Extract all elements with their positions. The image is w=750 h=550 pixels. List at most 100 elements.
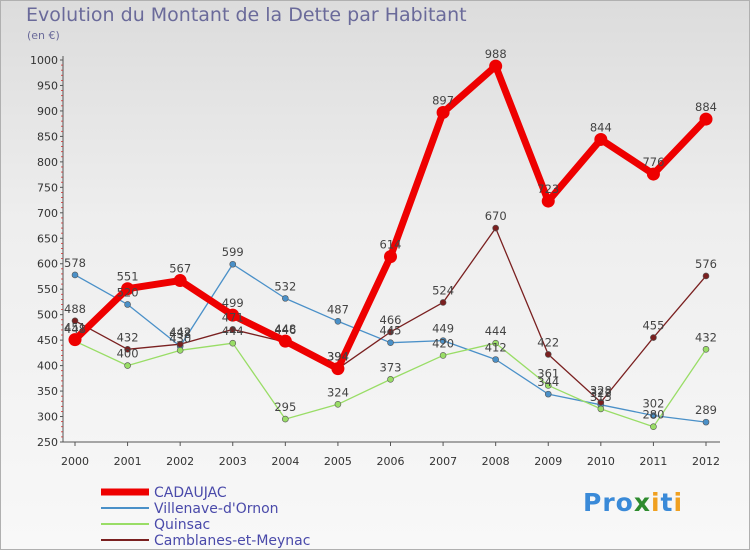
data-label: 988 (485, 47, 507, 61)
legend-label: Quinsac (154, 517, 210, 533)
data-point-2 (387, 376, 394, 383)
x-tick-label: 2008 (482, 455, 510, 468)
data-label: 361 (537, 366, 559, 380)
data-point-0 (331, 362, 345, 376)
x-tick-label: 2002 (166, 455, 194, 468)
data-point-1 (544, 390, 552, 398)
legend: CADAUJACVillenave-d'OrnonQuinsacCamblane… (101, 485, 310, 549)
data-point-3 (650, 334, 657, 341)
y-tick-label: 1000 (30, 54, 58, 67)
y-tick-label: 650 (37, 232, 58, 245)
data-label: 884 (695, 100, 717, 114)
data-point-1 (650, 412, 657, 419)
y-tick-label: 950 (37, 79, 58, 92)
data-point-3 (597, 398, 605, 406)
data-label: 323 (590, 386, 612, 400)
data-label: 466 (380, 313, 402, 327)
data-point-2 (439, 352, 447, 359)
data-label: 448 (64, 322, 86, 336)
x-tick-label: 2004 (271, 455, 299, 468)
data-point-3 (439, 299, 447, 306)
data-point-0 (436, 105, 450, 119)
data-point-0 (541, 194, 555, 208)
data-point-2 (176, 347, 184, 354)
x-tick-label: 2006 (377, 455, 405, 468)
data-point-0 (699, 112, 713, 126)
legend-label: Camblanes-et-Meynac (154, 533, 310, 549)
data-label: 430 (169, 331, 191, 345)
x-tick-label: 2009 (534, 455, 562, 468)
y-tick-label: 250 (37, 436, 58, 449)
x-tick-label: 2001 (114, 455, 142, 468)
x-tick-label: 2010 (587, 455, 615, 468)
data-label: 394 (327, 350, 349, 364)
data-point-1 (492, 356, 499, 363)
data-label: 446 (274, 323, 296, 337)
y-tick-label: 600 (37, 258, 58, 271)
data-point-0 (594, 132, 608, 146)
data-label: 576 (695, 257, 717, 271)
y-tick-label: 750 (37, 181, 58, 194)
data-point-1 (387, 339, 394, 346)
data-label: 280 (642, 408, 664, 422)
data-point-0 (68, 333, 82, 347)
chart-unit: (en €) (27, 29, 60, 42)
data-label: 614 (380, 238, 402, 252)
x-tick-label: 2003 (219, 455, 247, 468)
data-point-1 (229, 260, 237, 268)
data-point-1 (282, 295, 289, 302)
data-label: 488 (64, 302, 86, 316)
data-point-1 (124, 301, 131, 308)
data-label: 499 (222, 296, 244, 310)
data-label: 448 (274, 322, 296, 336)
data-label: 315 (590, 390, 612, 404)
x-tick-label: 2000 (61, 455, 89, 468)
data-point-2 (124, 362, 131, 369)
data-point-2 (492, 339, 499, 347)
y-tick-label: 900 (37, 105, 58, 118)
data-point-0 (489, 59, 503, 73)
data-point-2 (544, 382, 552, 389)
data-label: 451 (64, 321, 86, 335)
data-label: 524 (432, 283, 454, 297)
x-tick-label: 2012 (692, 455, 720, 468)
data-point-2 (702, 346, 710, 353)
x-tick-label: 2005 (324, 455, 352, 468)
data-point-0 (173, 274, 187, 288)
legend-label: CADAUJAC (154, 485, 227, 501)
data-label: 897 (432, 93, 454, 107)
chart-title: Evolution du Montant de la Dette par Hab… (26, 4, 467, 26)
x-tick-label: 2007 (429, 455, 457, 468)
data-label: 532 (274, 279, 296, 293)
data-label: 471 (222, 310, 244, 324)
data-label: 776 (642, 155, 664, 169)
data-point-0 (646, 167, 660, 181)
data-label: 449 (432, 322, 454, 336)
data-point-2 (597, 405, 605, 413)
series-lines (68, 59, 713, 431)
data-point-3 (492, 224, 499, 232)
data-label: 844 (590, 120, 612, 134)
proxiti-logo: Proxiti (583, 488, 684, 517)
y-tick-label: 800 (37, 156, 58, 169)
data-label: 487 (327, 302, 349, 316)
data-label: 302 (642, 397, 664, 411)
data-point-3 (176, 340, 184, 348)
data-label: 520 (117, 285, 139, 299)
y-tick-label: 300 (37, 411, 58, 424)
data-label: 420 (432, 336, 454, 350)
y-tick-label: 450 (37, 334, 58, 347)
data-point-3 (229, 326, 237, 333)
data-label: 328 (590, 383, 612, 397)
data-label: 444 (485, 324, 507, 338)
data-point-0 (226, 308, 240, 322)
axes: 250 300 350 400 450 500 550 600 650 700 750 800 850 9… (30, 54, 720, 468)
data-point-1 (334, 317, 342, 325)
x-tick-label: 2011 (639, 455, 667, 468)
data-point-0 (384, 250, 397, 264)
data-point-2 (334, 401, 342, 408)
data-label: 438 (169, 327, 191, 341)
data-label: 551 (117, 270, 139, 284)
data-point-0 (278, 334, 292, 348)
